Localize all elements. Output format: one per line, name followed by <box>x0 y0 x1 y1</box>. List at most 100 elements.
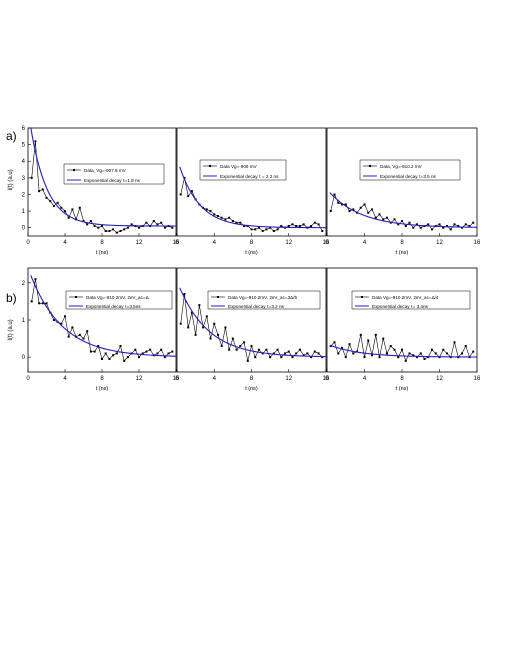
data-point <box>108 230 111 233</box>
data-point <box>126 226 129 229</box>
x-tick-label: 0 <box>325 240 329 246</box>
data-point <box>453 341 456 344</box>
y-tick-label: 0 <box>22 226 26 232</box>
data-point <box>389 345 392 347</box>
plot-area <box>329 192 477 231</box>
x-tick-label: 16 <box>474 240 481 246</box>
plot-frame <box>326 127 478 237</box>
data-point <box>363 356 366 359</box>
data-point <box>378 213 381 216</box>
data-point <box>126 356 129 359</box>
legend-entry: Data Vg=-910.2mV, 2eV_ac=3Δ/5 <box>228 295 297 300</box>
data-point <box>64 315 66 318</box>
data-point <box>152 220 155 223</box>
data-point <box>104 352 107 355</box>
data-point <box>333 193 336 196</box>
legend: Data, Vg=-910.2 mV Exponential decay τ=3.… <box>359 159 461 181</box>
fit-curve <box>329 344 477 358</box>
plot-frame <box>176 127 327 237</box>
x-axis-label: t (ns) <box>245 386 258 392</box>
data-point <box>464 223 467 226</box>
data-point <box>224 218 227 221</box>
data-point <box>41 302 44 305</box>
data-point <box>341 203 343 206</box>
y-tick-label: 1 <box>22 209 26 215</box>
legend: Data Vg=-910.2mV, 2eV_ac=Δ Exponential de… <box>65 290 173 310</box>
x-tick-label: 8 <box>100 240 104 246</box>
data-point <box>30 176 33 179</box>
x-tick-label: 12 <box>285 240 292 246</box>
data-point <box>235 221 238 224</box>
legend: Data, Vg=-907.6 mV Exponential decay τ=1.… <box>63 163 165 185</box>
y-tick-label: 0 <box>22 355 26 361</box>
data-point <box>352 352 355 355</box>
x-axis-label: t (ns) <box>396 386 409 392</box>
data-point <box>419 226 422 229</box>
data-point <box>257 226 260 229</box>
legend-marker <box>75 296 77 298</box>
legend-box <box>359 159 461 181</box>
data-point <box>101 225 103 228</box>
x-tick-label: 16 <box>474 376 481 382</box>
legend-box <box>351 290 471 310</box>
data-point <box>333 341 336 344</box>
y-axis-label-bottom: I(t) (a.u) <box>8 319 14 340</box>
data-point <box>97 345 100 347</box>
data-point <box>321 356 324 359</box>
data-point <box>416 356 418 359</box>
y-tick-label: 3 <box>22 176 26 182</box>
data-point <box>272 230 275 233</box>
data-point <box>187 195 190 198</box>
legend-box <box>199 159 287 181</box>
data-point <box>156 223 159 226</box>
data-point <box>141 352 144 355</box>
data-point <box>317 223 320 226</box>
data-point <box>145 221 148 224</box>
data-point <box>183 293 186 295</box>
legend-entry: Data Vg=-909 mV <box>220 164 258 169</box>
data-point <box>209 210 212 213</box>
x-tick-label: 16 <box>323 376 330 382</box>
fit-curve <box>30 275 176 357</box>
data-point <box>344 203 347 206</box>
legend-entry: Data Vg=-910.2mV, 2eV_ac=Δ <box>86 295 149 300</box>
data-point <box>138 226 140 229</box>
data-point <box>52 319 55 321</box>
panel-3: 0 4 8 12 16 t (ns) Data, Vg=-910.2 mV Exponenti… <box>325 127 481 256</box>
data-point <box>341 346 343 349</box>
x-tick-label: 4 <box>63 376 67 382</box>
data-point <box>427 223 430 226</box>
data-point <box>287 225 290 228</box>
data-point <box>171 350 174 353</box>
x-tick-label: 8 <box>250 240 254 246</box>
data-point <box>213 213 216 216</box>
data-point <box>298 348 301 351</box>
data-point <box>93 225 96 228</box>
data-point <box>280 225 283 228</box>
data-point <box>412 354 415 357</box>
data-point <box>359 333 362 336</box>
data-point <box>112 228 115 231</box>
data-point <box>246 359 249 362</box>
y-tick-label: 4 <box>22 159 26 165</box>
data-point <box>434 352 437 355</box>
data-point <box>310 225 313 228</box>
legend: Data Vg=-910.2mV, 2eV_ac=Δ/4 Exponential … <box>351 290 471 310</box>
data-point <box>393 218 396 221</box>
data-point <box>138 356 140 359</box>
data-point <box>374 216 377 219</box>
data-point <box>119 345 122 347</box>
data-point <box>104 230 107 233</box>
data-point <box>71 208 74 211</box>
data-point <box>291 356 294 359</box>
data-point <box>97 226 100 229</box>
data-point <box>220 216 223 219</box>
x-tick-label: 16 <box>173 376 180 382</box>
data-point <box>310 356 313 359</box>
legend-marker <box>217 296 219 298</box>
legend-entry: Exponential decay τ=3.5 ns <box>380 174 437 179</box>
data-point <box>367 339 370 342</box>
data-point <box>187 326 190 329</box>
